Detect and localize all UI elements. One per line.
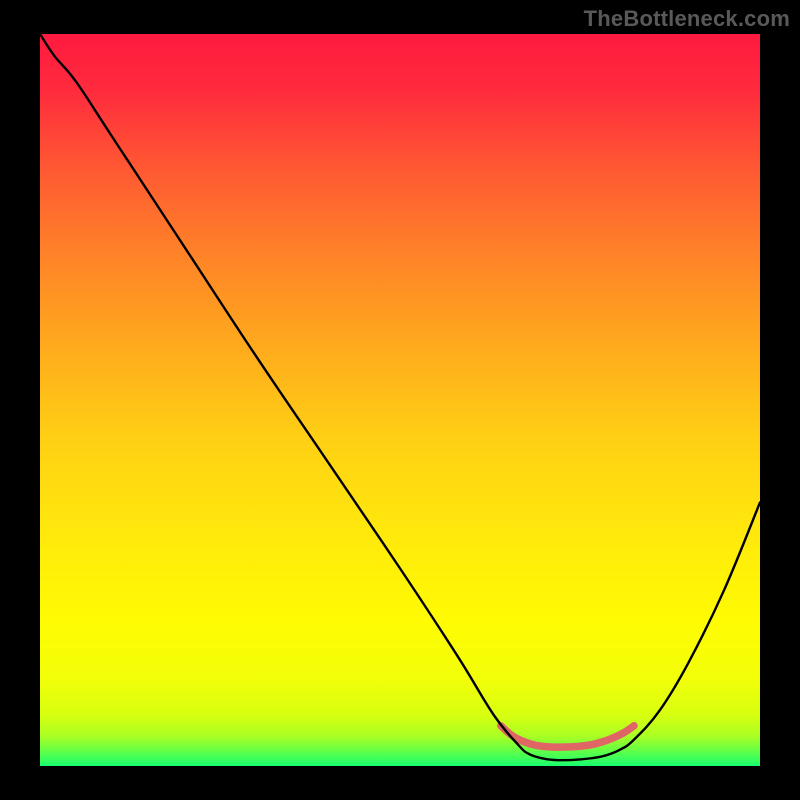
- curve-layer: [40, 34, 760, 766]
- watermark-text: TheBottleneck.com: [584, 6, 790, 32]
- chart-container: TheBottleneck.com: [0, 0, 800, 800]
- red-trough-band: [501, 726, 634, 747]
- black-v-curve: [40, 34, 760, 760]
- plot-area: [40, 34, 760, 766]
